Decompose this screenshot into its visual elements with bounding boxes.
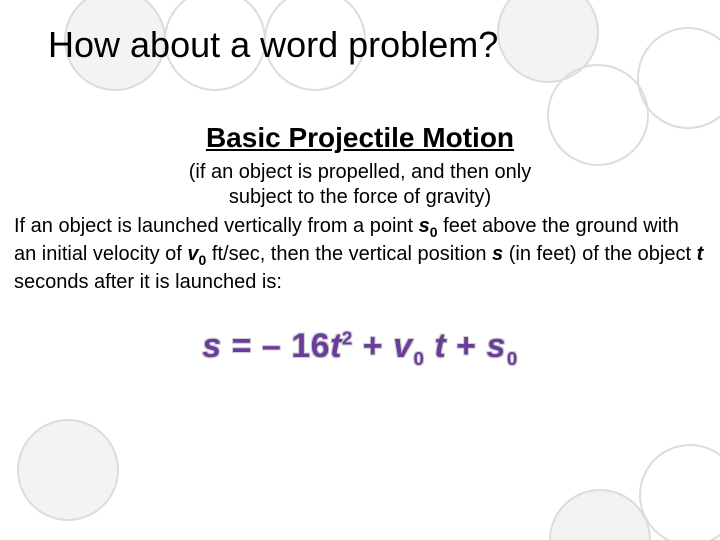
- caption: (if an object is propelled, and then onl…: [10, 160, 710, 210]
- eq-sub0: 0: [507, 348, 518, 369]
- eq-t2: t: [424, 327, 446, 365]
- var-s: s: [492, 243, 503, 265]
- body-paragraph: If an object is launched vertically from…: [10, 214, 710, 295]
- equation: s = – 16t2 + v0 t + s0: [202, 327, 518, 370]
- eq-s2: s: [486, 327, 505, 365]
- eq-s: s: [202, 327, 221, 365]
- eq-plus: +: [353, 327, 393, 365]
- var-s: s: [419, 215, 430, 237]
- eq-sup2: 2: [342, 328, 353, 349]
- var-v: v: [187, 243, 198, 265]
- sub-0: 0: [430, 224, 438, 240]
- var-t: t: [697, 243, 704, 265]
- body-text-3: ft/sec, then the vertical position: [206, 243, 492, 265]
- eq-t: t: [330, 327, 342, 365]
- slide-content: How about a word problem? Basic Projecti…: [0, 0, 720, 540]
- slide-subtitle: Basic Projectile Motion: [10, 122, 710, 154]
- eq-plus: +: [446, 327, 486, 365]
- eq-equals: =: [222, 327, 262, 365]
- eq-sub0: 0: [414, 348, 425, 369]
- body-text-4: (in feet) of the object: [503, 243, 696, 265]
- slide-title: How about a word problem?: [48, 24, 710, 66]
- body-text-5: seconds after it is launched is:: [14, 271, 282, 293]
- body-text-1: If an object is launched vertically from…: [14, 215, 419, 237]
- caption-line-2: subject to the force of gravity): [229, 186, 491, 208]
- caption-line-1: (if an object is propelled, and then onl…: [189, 161, 531, 183]
- eq-v: v: [393, 327, 412, 365]
- equation-container: s = – 16t2 + v0 t + s0: [10, 327, 710, 370]
- eq-neg16: – 16: [262, 327, 330, 365]
